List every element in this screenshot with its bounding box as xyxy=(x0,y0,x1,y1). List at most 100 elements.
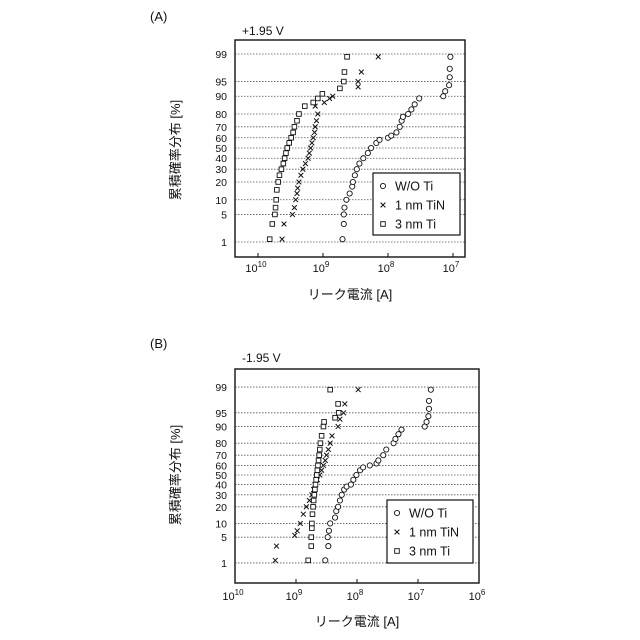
data-point xyxy=(295,191,300,196)
y-tick-label: 5 xyxy=(221,532,227,544)
x-tick-label: 1010 xyxy=(245,260,267,275)
y-tick-label: 99 xyxy=(215,49,227,61)
x-tick-label: 106 xyxy=(469,588,486,603)
data-point xyxy=(292,533,297,538)
data-point xyxy=(326,447,331,452)
panel-label: (B) xyxy=(150,336,167,351)
y-tick-label: 80 xyxy=(215,109,227,121)
data-point xyxy=(315,468,320,473)
data-point xyxy=(316,96,321,101)
data-point xyxy=(356,387,361,392)
data-point xyxy=(376,458,381,463)
y-tick-label: 99 xyxy=(215,382,227,394)
data-point xyxy=(409,107,414,112)
x-tick-label: 109 xyxy=(313,260,330,275)
data-point xyxy=(295,186,300,191)
data-point xyxy=(319,434,324,439)
y-tick-label: 70 xyxy=(215,450,227,462)
data-point xyxy=(317,453,322,458)
legend-label: 1 nm TiN xyxy=(409,526,459,540)
data-point xyxy=(389,133,394,138)
y-tick-label: 20 xyxy=(215,177,227,189)
legend-label: 1 nm TiN xyxy=(395,199,445,213)
data-point xyxy=(314,118,319,123)
y-tick-label: 90 xyxy=(215,422,227,434)
data-point xyxy=(336,424,341,429)
data-point xyxy=(267,237,272,242)
chart-title: +1.95 V xyxy=(242,24,284,38)
data-point xyxy=(326,543,331,548)
data-point xyxy=(318,441,323,446)
data-point xyxy=(282,156,287,161)
data-point xyxy=(361,156,366,161)
x-axis-label: リーク電流 [A] xyxy=(315,614,400,629)
x-tick-exponent: 9 xyxy=(298,588,303,597)
data-point xyxy=(274,197,279,202)
data-point xyxy=(367,463,372,468)
data-point xyxy=(289,135,294,140)
data-point xyxy=(316,463,321,468)
x-tick-base: 10 xyxy=(222,591,234,603)
chart-panel-a: (A)+1.95 V151020304050607080909599101010… xyxy=(150,9,465,302)
legend-marker-circle xyxy=(394,510,399,515)
data-point xyxy=(322,100,327,105)
x-tick-label: 1010 xyxy=(222,588,244,603)
data-point xyxy=(308,146,313,151)
data-point xyxy=(354,472,359,477)
data-point xyxy=(320,92,325,97)
y-tick-label: 95 xyxy=(215,77,227,89)
x-tick-label: 107 xyxy=(443,260,460,275)
data-point xyxy=(447,75,452,80)
y-tick-label: 10 xyxy=(215,195,227,207)
legend-label: W/O Ti xyxy=(409,507,447,521)
x-tick-exponent: 10 xyxy=(258,260,267,269)
data-point xyxy=(412,102,417,107)
y-tick-label: 90 xyxy=(215,91,227,103)
data-point xyxy=(428,387,433,392)
data-point xyxy=(443,89,448,94)
data-point xyxy=(357,161,362,166)
data-point xyxy=(361,465,366,470)
data-point xyxy=(342,79,347,84)
data-point xyxy=(281,161,286,166)
data-point xyxy=(393,436,398,441)
data-point xyxy=(426,414,431,419)
x-tick-base: 10 xyxy=(286,591,298,603)
data-point xyxy=(336,402,341,407)
y-tick-label: 1 xyxy=(221,558,227,570)
data-point xyxy=(397,124,402,129)
data-point xyxy=(270,222,275,227)
data-point xyxy=(316,458,321,463)
data-point xyxy=(350,179,355,184)
data-point xyxy=(351,477,356,482)
data-point xyxy=(313,487,318,492)
data-point xyxy=(336,411,341,416)
x-tick-exponent: 6 xyxy=(481,588,486,597)
figure: (A)+1.95 V151020304050607080909599101010… xyxy=(0,0,640,640)
data-point xyxy=(323,558,328,563)
data-point xyxy=(279,167,284,172)
chart-title: -1.95 V xyxy=(242,351,281,365)
data-point xyxy=(417,96,422,101)
data-point xyxy=(337,498,342,503)
data-point xyxy=(310,526,315,531)
x-tick-base: 10 xyxy=(443,263,455,275)
x-tick-exponent: 8 xyxy=(359,588,364,597)
data-point xyxy=(311,135,316,140)
data-point xyxy=(328,521,333,526)
data-point xyxy=(273,558,278,563)
data-point xyxy=(291,130,296,135)
data-point xyxy=(321,424,326,429)
data-point xyxy=(297,180,302,185)
data-point xyxy=(317,447,322,452)
data-point xyxy=(376,54,381,59)
data-point xyxy=(287,141,292,146)
data-point xyxy=(292,125,297,130)
y-tick-label: 30 xyxy=(215,490,227,502)
x-axis-label: リーク電流 [A] xyxy=(308,287,393,302)
y-tick-label: 60 xyxy=(215,460,227,472)
data-point xyxy=(295,528,300,533)
legend-marker-circle xyxy=(380,183,385,188)
data-point xyxy=(322,420,327,425)
data-point xyxy=(352,173,357,178)
